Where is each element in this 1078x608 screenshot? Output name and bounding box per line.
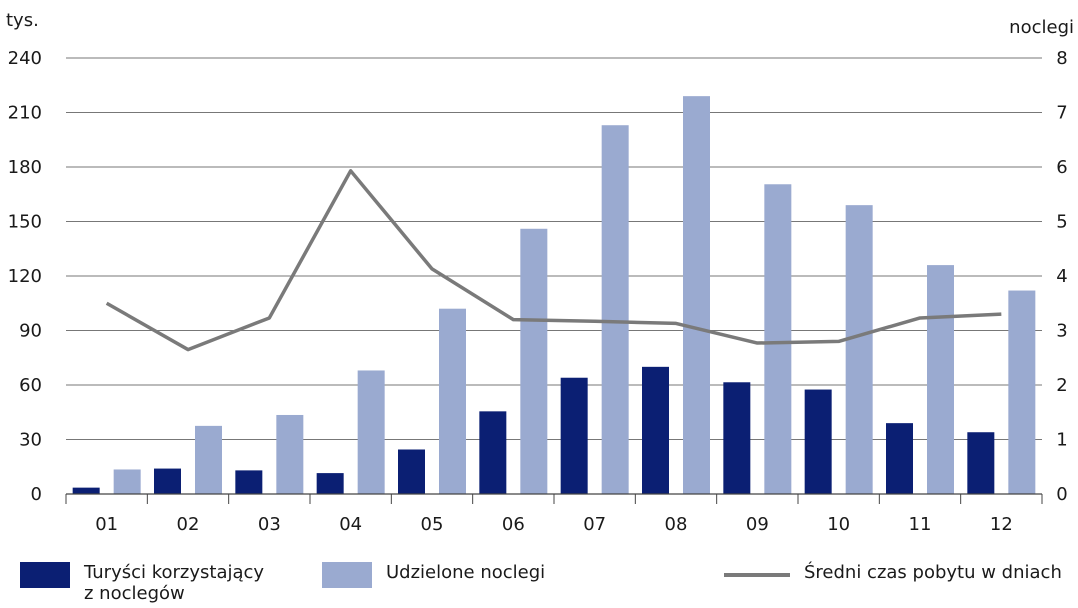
bar: [764, 184, 792, 494]
x-tick-label: 02: [177, 514, 200, 535]
bar: [927, 265, 954, 494]
bar: [804, 389, 832, 494]
y-right-tick-label: 2: [1056, 375, 1067, 396]
y-right-tick-label: 8: [1056, 48, 1067, 69]
x-tick-label: 09: [746, 514, 769, 535]
x-tick-label: 06: [502, 514, 525, 535]
bar: [723, 382, 751, 494]
y-right-tick-label: 7: [1056, 103, 1067, 124]
x-tick-label: 05: [421, 514, 444, 535]
bar: [683, 96, 710, 495]
bar: [479, 411, 507, 494]
x-tick-label: 03: [258, 514, 281, 535]
bar: [1008, 290, 1036, 494]
right-axis-unit: noclegi: [1009, 17, 1074, 38]
y-left-tick-label: 90: [19, 321, 42, 342]
y-right-tick-label: 5: [1056, 212, 1067, 233]
bar: [845, 205, 873, 494]
y-right-tick-label: 0: [1056, 484, 1067, 505]
bar: [235, 470, 263, 494]
y-right-tick-label: 1: [1056, 430, 1067, 451]
left-axis-unit: tys.: [6, 10, 39, 31]
x-tick-label: 07: [583, 514, 606, 535]
bar: [439, 308, 466, 494]
y-right-tick-label: 4: [1056, 266, 1067, 287]
line-series-path: [105, 169, 1002, 352]
y-left-tick-label: 120: [8, 266, 42, 287]
bar: [398, 449, 425, 494]
bar: [886, 423, 913, 494]
x-tick-label: 12: [990, 514, 1013, 535]
bar: [195, 425, 222, 494]
y-right-tick-label: 3: [1056, 321, 1067, 342]
y-left-tick-label: 30: [19, 430, 42, 451]
line-series: [105, 169, 1002, 352]
bar: [560, 377, 588, 494]
y-left-tick-label: 180: [8, 157, 42, 178]
x-tick-label: 08: [665, 514, 688, 535]
bar: [113, 469, 141, 494]
bars: [72, 96, 1036, 495]
y-left-tick-label: 60: [19, 375, 42, 396]
x-tick-label: 11: [909, 514, 932, 535]
bar: [72, 487, 100, 494]
bar: [276, 414, 304, 494]
bar: [642, 366, 669, 494]
bar: [967, 432, 995, 494]
y-left-tick-label: 210: [8, 103, 42, 124]
y-left-tick-label: 0: [31, 484, 42, 505]
x-tick-label: 10: [827, 514, 850, 535]
x-tick-label: 01: [95, 514, 118, 535]
gridlines: [66, 57, 1042, 440]
bar: [520, 228, 548, 494]
y-left-tick-label: 240: [8, 48, 42, 69]
y-left-tick-label: 150: [8, 212, 42, 233]
bar: [357, 370, 385, 494]
bar: [154, 468, 181, 494]
x-tick-label: 04: [339, 514, 362, 535]
y-right-tick-label: 6: [1056, 157, 1067, 178]
bar: [316, 473, 344, 494]
bar: [601, 125, 629, 494]
